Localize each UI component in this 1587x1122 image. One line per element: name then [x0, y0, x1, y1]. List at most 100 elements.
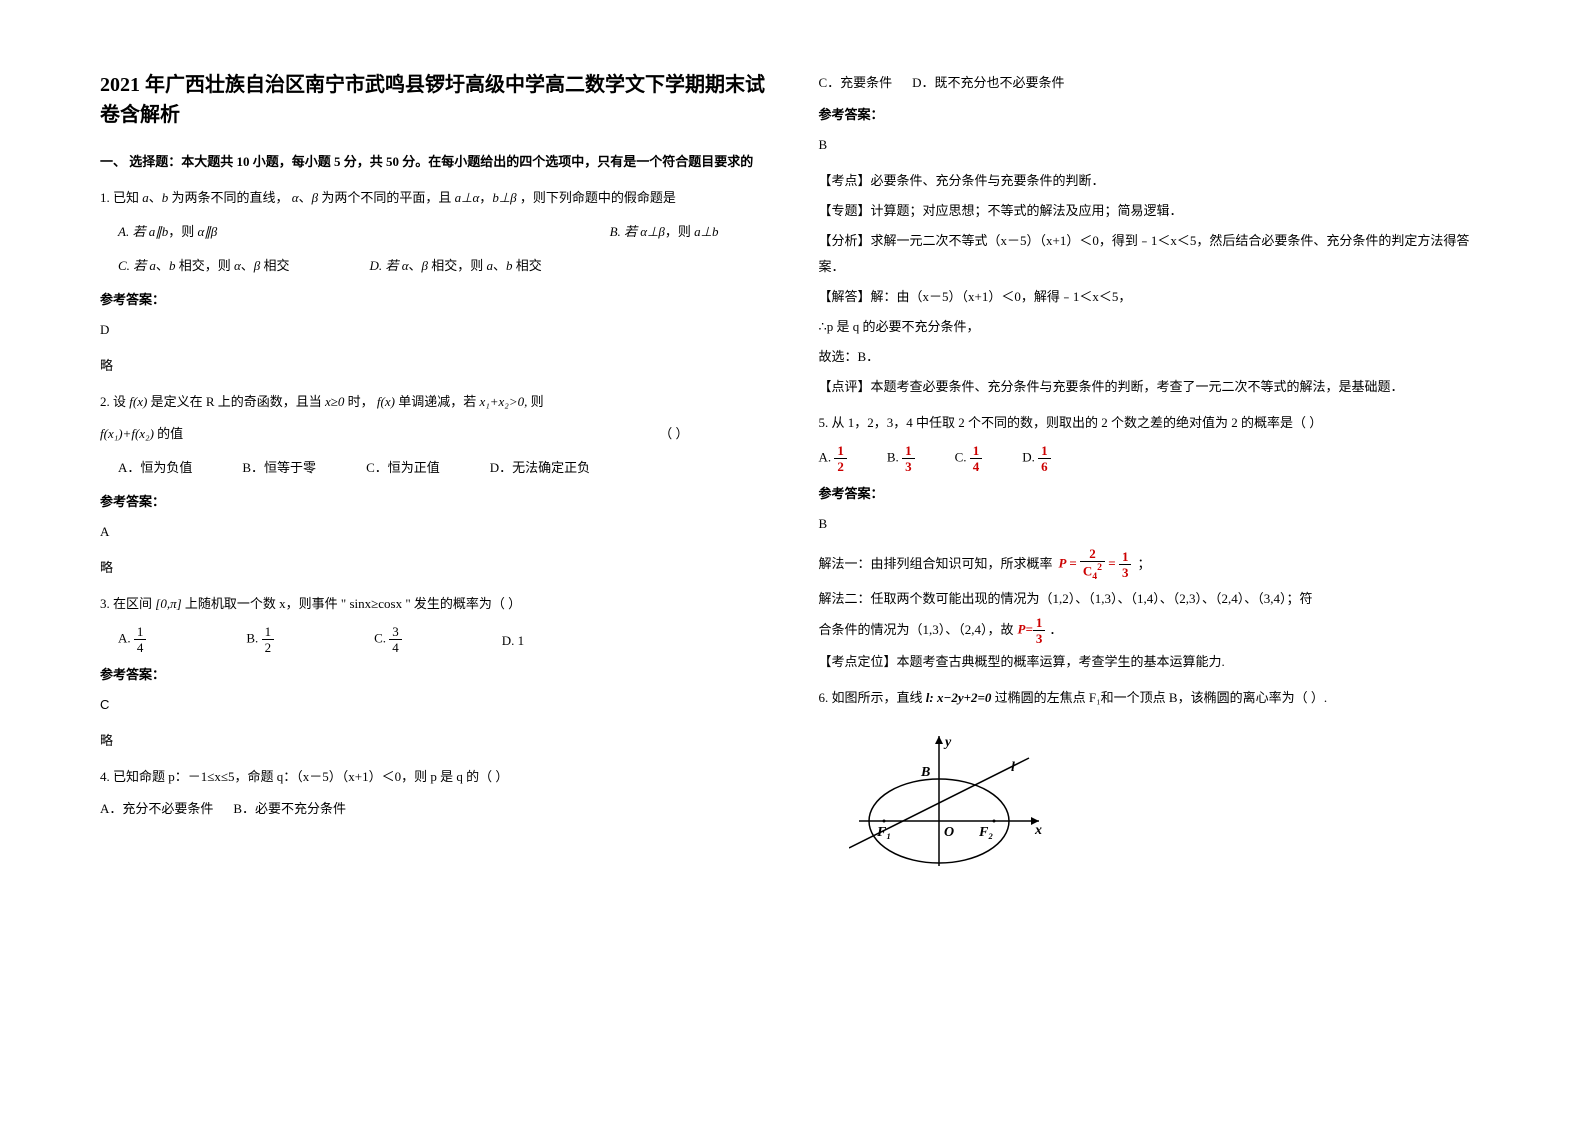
q4-exp3: 【分析】求解一元二次不等式（x－5）（x+1）＜0，得到﹣1＜x＜5，然后结合必…	[819, 228, 1488, 280]
text: 2. 设	[100, 394, 126, 409]
line-eq: l: x−2y+2=0	[926, 690, 992, 705]
section-1-header: 一、 选择题：本大题共 10 小题，每小题 5 分，共 50 分。在每小题给出的…	[100, 150, 769, 173]
q2-optB: B．恒等于零	[242, 455, 316, 481]
q5-exp1: 解法一：由排列组合知识可知，所求概率 P = 2C42 = 13 ；	[819, 547, 1488, 582]
expr: b⊥β	[492, 190, 516, 205]
q5-optC: C. 14	[955, 444, 983, 473]
question-4-cont: C．充要条件 D．既不充分也不必要条件 参考答案： B 【考点】必要条件、充分条…	[819, 70, 1488, 400]
q2-optA: A．恒为负值	[118, 455, 192, 481]
q4-ans-label: 参考答案：	[819, 102, 1488, 128]
q3-optC: C. 34	[374, 625, 402, 654]
q1-optC: C. 若 a、b 相交，则 α、β 相交	[118, 253, 290, 279]
paren: （ ）	[659, 421, 688, 447]
ellipse-svg: y x B F₁ O F₂ l	[849, 726, 1049, 876]
q4-exp6: 故选：B．	[819, 344, 1488, 370]
q4-exp2: 【专题】计算题；对应思想；不等式的解法及应用；简易逻辑．	[819, 198, 1488, 224]
question-5: 5. 从 1，2，3，4 中任取 2 个不同的数，则取出的 2 个数之差的绝对值…	[819, 410, 1488, 675]
svg-text:x: x	[1034, 823, 1042, 838]
q4-exp4: 【解答】解：由（x－5）（x+1）＜0，解得﹣1＜x＜5，	[819, 284, 1488, 310]
q2-expr: f(x₁)+f(x₂) 的值	[100, 421, 183, 447]
expr: a⊥α	[455, 190, 480, 205]
q4-exp7: 【点评】本题考查必要条件、充分条件与充要条件的判断，考查了一元二次不等式的解法，…	[819, 374, 1488, 400]
q4-exp1: 【考点】必要条件、充分条件与充要条件的判断．	[819, 168, 1488, 194]
expr: x≥0	[325, 394, 344, 409]
var-alpha: α	[292, 190, 299, 205]
q3-note: 略	[100, 728, 769, 754]
svg-text:O: O	[944, 825, 954, 840]
q5-exp4: 【考点定位】本题考查古典概型的概率运算，考查学生的基本运算能力.	[819, 649, 1488, 675]
svg-text:B: B	[920, 765, 930, 780]
q6-stem: 6. 如图所示，直线 l: x−2y+2=0 过椭圆的左焦点 F₁和一个顶点 B…	[819, 685, 1488, 711]
q2-optC: C．恒为正值	[366, 455, 440, 481]
text: 则	[531, 394, 544, 409]
q4-stem: 4. 已知命题 p：－1≤x≤5，命题 q：（x－5）（x+1）＜0，则 p 是…	[100, 764, 769, 790]
q5-exp2: 解法二：任取两个数可能出现的情况为（1,2）、（1,3）、（1,4）、（2,3）…	[819, 586, 1488, 612]
text: 单调递减，若	[398, 394, 476, 409]
q5-ans: B	[819, 511, 1488, 537]
q1-optB: B. 若 α⊥β，则 a⊥b	[610, 219, 719, 245]
q1-optD: D. 若 α、β 相交，则 a、b 相交	[370, 253, 542, 279]
q2-optD: D．无法确定正负	[490, 455, 590, 481]
question-3: 3. 在区间 [0,π] 上随机取一个数 x，则事件 " sinx≥cosx "…	[100, 591, 769, 754]
q5-stem: 5. 从 1，2，3，4 中任取 2 个不同的数，则取出的 2 个数之差的绝对值…	[819, 410, 1488, 436]
q4-exp5: ∴p 是 q 的必要不充分条件，	[819, 314, 1488, 340]
text: 是定义在 R 上的奇函数，且当	[151, 394, 322, 409]
q1-ans: D	[100, 317, 769, 343]
q5-options: A. 12 B. 13 C. 14 D. 16	[819, 444, 1488, 473]
q1-optA: A. 若 a∥b，则 α∥β	[118, 219, 217, 245]
q3-options: A. 14 B. 12 C. 34 D. 1	[118, 625, 769, 654]
text: 3. 在区间	[100, 596, 152, 611]
text: 为两个不同的平面，且	[321, 190, 451, 205]
q1-stem: 1. 已知 a、b 为两条不同的直线， α、β 为两个不同的平面，且 a⊥α，b…	[100, 185, 769, 211]
var-beta: β	[312, 190, 318, 205]
text: 为两条不同的直线，	[172, 190, 289, 205]
q2-options: A．恒为负值 B．恒等于零 C．恒为正值 D．无法确定正负	[118, 455, 769, 481]
q1-options-row1: A. 若 a∥b，则 α∥β B. 若 α⊥β，则 a⊥b	[118, 219, 769, 245]
interval: [0,π]	[155, 596, 181, 611]
q3-stem: 3. 在区间 [0,π] 上随机取一个数 x，则事件 " sinx≥cosx "…	[100, 591, 769, 617]
question-1: 1. 已知 a、b 为两条不同的直线， α、β 为两个不同的平面，且 a⊥α，b…	[100, 185, 769, 379]
formula: P = 2C42 = 13	[1059, 547, 1132, 582]
q2-ans-label: 参考答案：	[100, 489, 769, 515]
q2-ans: A	[100, 519, 769, 545]
question-2: 2. 设 f(x) 是定义在 R 上的奇函数，且当 x≥0 时， f(x) 单调…	[100, 389, 769, 581]
q4-optC: C．充要条件	[819, 70, 893, 96]
q4-optB: B．必要不充分条件	[233, 796, 346, 822]
right-column: C．充要条件 D．既不充分也不必要条件 参考答案： B 【考点】必要条件、充分条…	[819, 70, 1488, 1052]
q4-optA: A．充分不必要条件	[100, 796, 213, 822]
text: 过椭圆的左焦点 F₁和一个顶点 B，该椭圆的离心率为（ ）.	[995, 690, 1327, 705]
q3-ans: C	[100, 692, 769, 718]
svg-text:l: l	[1011, 760, 1015, 775]
svg-text:F₁: F₁	[876, 825, 891, 840]
text: 上随机取一个数 x，则事件 "	[185, 596, 346, 611]
text: 6. 如图所示，直线	[819, 690, 923, 705]
ellipse-diagram: y x B F₁ O F₂ l	[849, 726, 1488, 885]
q3-ans-label: 参考答案：	[100, 662, 769, 688]
q5-ans-label: 参考答案：	[819, 481, 1488, 507]
q4-options-cd: C．充要条件 D．既不充分也不必要条件	[819, 70, 1488, 96]
q1-ans-label: 参考答案：	[100, 287, 769, 313]
q3-optA: A. 14	[118, 625, 146, 654]
q3-optB: B. 12	[246, 625, 274, 654]
q4-options-ab: A．充分不必要条件 B．必要不充分条件	[100, 796, 769, 822]
svg-text:F₂: F₂	[978, 825, 993, 840]
question-4: 4. 已知命题 p：－1≤x≤5，命题 q：（x－5）（x+1）＜0，则 p 是…	[100, 764, 769, 822]
var-a: a	[142, 190, 149, 205]
expr: f(x)	[129, 394, 147, 409]
q1-note: 略	[100, 353, 769, 379]
text: 1. 已知	[100, 190, 139, 205]
q5-optA: A. 12	[819, 444, 847, 473]
formula: P=13	[1018, 616, 1046, 645]
q2-note: 略	[100, 555, 769, 581]
exam-title: 2021 年广西壮族自治区南宁市武鸣县锣圩高级中学高二数学文下学期期末试卷含解析	[100, 70, 769, 130]
q4-ans: B	[819, 132, 1488, 158]
text: " 发生的概率为（ ）	[405, 596, 521, 611]
expr: f(x)	[377, 394, 395, 409]
text: 时，	[348, 394, 374, 409]
left-column: 2021 年广西壮族自治区南宁市武鸣县锣圩高级中学高二数学文下学期期末试卷含解析…	[100, 70, 769, 1052]
question-6: 6. 如图所示，直线 l: x−2y+2=0 过椭圆的左焦点 F₁和一个顶点 B…	[819, 685, 1488, 885]
svg-text:y: y	[943, 735, 952, 750]
expr: x₁+x₂>0,	[479, 394, 527, 409]
q2-stem: 2. 设 f(x) 是定义在 R 上的奇函数，且当 x≥0 时， f(x) 单调…	[100, 389, 769, 415]
q1-options-row2: C. 若 a、b 相交，则 α、β 相交 D. 若 α、β 相交，则 a、b 相…	[118, 253, 769, 279]
